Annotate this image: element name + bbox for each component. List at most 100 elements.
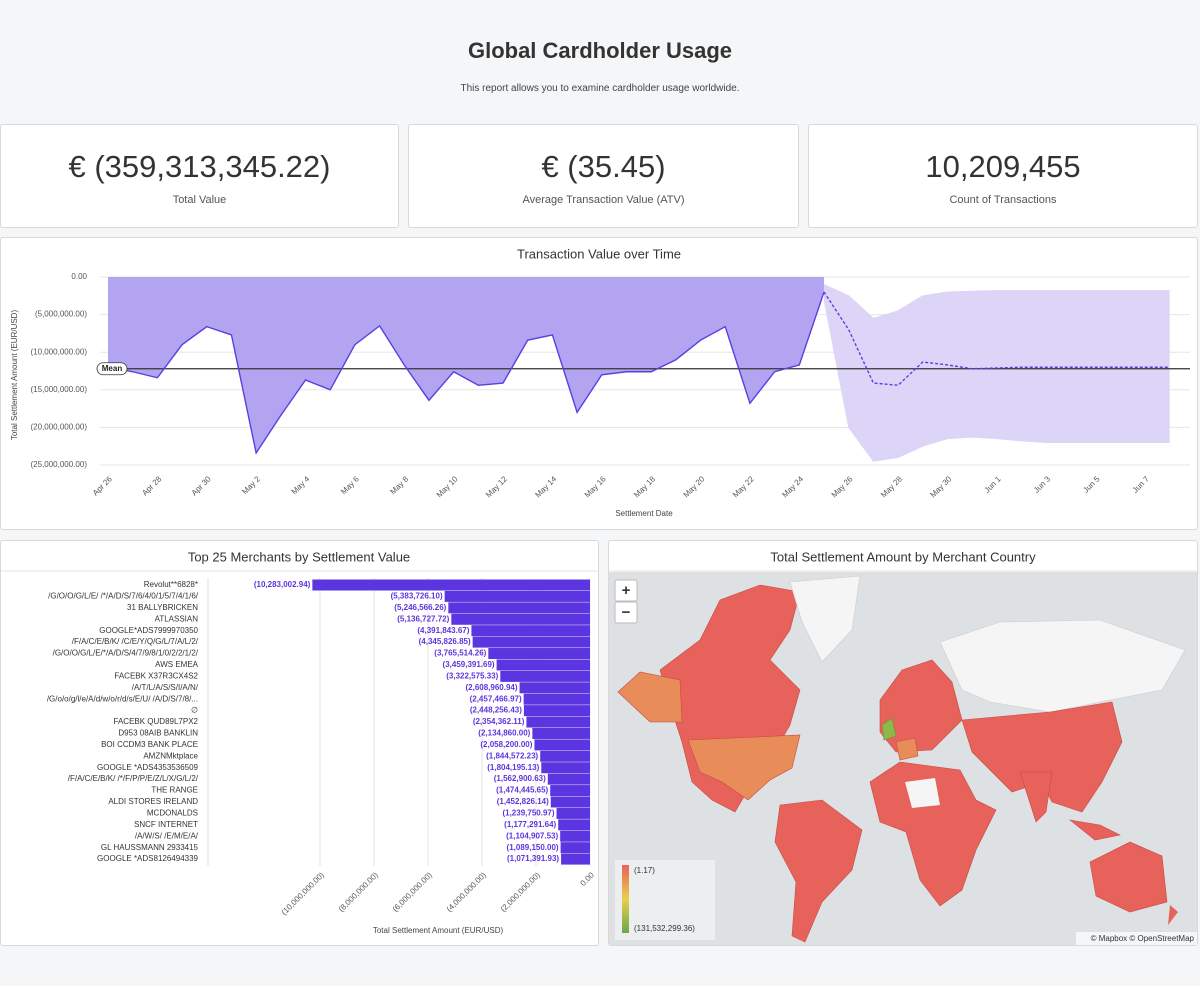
bar (488, 648, 590, 660)
category-label: AMZNMktplace (143, 751, 198, 760)
category-label: /G/O/O/G/L/E/ /*/A/D/S/7/6/4/0/1/5/7/4/1… (48, 592, 199, 601)
kpi-label: Average Transaction Value (ATV) (522, 194, 685, 206)
kpi-card: 10,209,455 Count of Transactions (808, 124, 1198, 228)
legend-min-label: (1.17) (634, 866, 655, 875)
y-tick-label: (15,000,000.00) (31, 385, 88, 394)
value-label: (1,474,445.65) (496, 786, 548, 795)
forecast-band (824, 284, 1170, 462)
x-tick-label: May 12 (484, 474, 509, 499)
mean-label-bg (96, 362, 128, 376)
x-tick-label: 0.00 (579, 870, 597, 888)
value-label: (1,071,391.93) (507, 854, 559, 863)
value-label: (5,383,726.10) (391, 592, 443, 601)
category-label: /G/o/o/g/l/e/A/d/w/o/r/d/s/E/U/ /A/D/S/7… (47, 694, 198, 703)
y-axis-label: Total Settlement Amount (EUR/USD) (10, 310, 19, 441)
value-label: (5,246,566.26) (394, 603, 446, 612)
kpi-value: € (359,313,345.22) (68, 149, 331, 184)
india (1019, 771, 1053, 823)
x-tick-label: (10,000,000.00) (280, 870, 327, 917)
category-label: GOOGLE *ADS4353536509 (97, 763, 199, 772)
bar (472, 636, 590, 648)
map: + − (1.17) (131,532,299.36) © Mapbox © O… (609, 549, 1197, 945)
x-tick-label: (2,000,000.00) (499, 870, 542, 913)
x-axis-label: Settlement Date (615, 509, 673, 518)
value-label: (10,283,002.94) (254, 580, 311, 589)
value-label: (1,804,195.13) (487, 763, 539, 772)
bar (312, 579, 590, 591)
x-tick-label: May 28 (879, 474, 904, 499)
value-label: (2,134,860.00) (478, 729, 530, 738)
series-line (107, 291, 825, 455)
x-tick-label: May 6 (339, 474, 361, 496)
zoom-in-button[interactable] (614, 579, 638, 602)
category-label: 31 BALLYBRICKEN (127, 603, 198, 612)
category-label: BOI CCDM3 BANK PLACE (101, 740, 198, 749)
value-label: (2,608,960.94) (466, 683, 518, 692)
category-label: MCDONALDS (147, 809, 198, 818)
x-tick-label: May 22 (731, 474, 756, 499)
category-label: D953 08AIB BANKLIN (118, 729, 198, 738)
iberia (895, 737, 919, 761)
sahara (905, 778, 940, 808)
x-tick-label: Jun 3 (1032, 474, 1053, 495)
map-attribution[interactable]: © Mapbox © OpenStreetMap (1091, 934, 1195, 943)
x-tick-label: (8,000,000.00) (337, 870, 380, 913)
bar (451, 613, 590, 625)
x-tick-label: Apr 26 (91, 474, 114, 497)
x-tick-label: May 10 (435, 474, 460, 499)
x-tick-label: May 24 (780, 474, 805, 499)
kpi-card: € (359,313,345.22) Total Value (0, 124, 399, 228)
x-tick-label: May 16 (583, 474, 608, 499)
x-tick-label: May 14 (533, 474, 558, 499)
value-label: (3,322,575.33) (446, 671, 498, 680)
bar (561, 853, 590, 865)
zoom-out-button[interactable] (614, 601, 638, 624)
x-tick-label: Apr 28 (140, 474, 163, 497)
value-label: (4,345,826.85) (419, 637, 471, 646)
category-label: THE RANGE (151, 786, 198, 795)
series-line (823, 291, 1170, 387)
y-tick-label: (20,000,000.00) (31, 423, 88, 432)
value-label: (3,459,391.69) (443, 660, 495, 669)
category-label: /F/A/C/E/B/K/ /*/F/P/P/E/Z/L/X/G/L/2/ (68, 774, 199, 783)
russia (939, 619, 1186, 713)
x-tick-label: Jun 7 (1131, 474, 1152, 495)
x-tick-label: May 30 (928, 474, 953, 499)
x-axis-label: Total Settlement Amount (EUR/USD) (373, 926, 504, 935)
value-label: (1,089,150.00) (507, 843, 559, 852)
map-legend (615, 860, 715, 940)
x-tick-label: Apr 30 (190, 474, 213, 497)
value-label: (1,452,826.14) (497, 797, 549, 806)
value-label: (1,177,291.64) (504, 820, 556, 829)
bar (560, 842, 590, 854)
value-label: (2,457,466.97) (470, 694, 522, 703)
bar (500, 670, 590, 682)
bar (550, 796, 590, 808)
value-label: (1,239,750.97) (502, 809, 554, 818)
category-label: /A/T/L/A/S/S/I/A/N/ (132, 683, 199, 692)
kpi-value: € (35.45) (541, 149, 666, 184)
bar (471, 625, 590, 637)
value-label: (1,562,900.63) (494, 774, 546, 783)
united-states (687, 734, 801, 801)
category-label: ALDI STORES IRELAND (108, 797, 198, 806)
forecast-band-edge (823, 299, 1170, 462)
australia (1089, 841, 1168, 913)
value-label: (2,058,200.00) (480, 740, 532, 749)
bar (444, 590, 590, 602)
bar (523, 693, 590, 705)
y-tick-label: 0.00 (71, 272, 87, 281)
bar (541, 762, 590, 774)
category-label: ATLASSIAN (155, 614, 199, 623)
category-label: /A/W/S/ /E/M/E/A/ (135, 831, 199, 840)
x-tick-label: May 18 (632, 474, 657, 499)
category-label: GL HAUSSMANN 2933415 (101, 843, 199, 852)
report-subtitle: This report allows you to examine cardho… (460, 83, 740, 94)
chart-title: Transaction Value over Time (517, 246, 681, 261)
value-label: (5,136,727.72) (397, 614, 449, 623)
zoom-in-icon[interactable]: + (622, 582, 631, 599)
bar (532, 727, 590, 739)
kpi-label: Count of Transactions (949, 194, 1057, 206)
bar (556, 807, 590, 819)
zoom-out-icon[interactable]: − (622, 604, 631, 621)
